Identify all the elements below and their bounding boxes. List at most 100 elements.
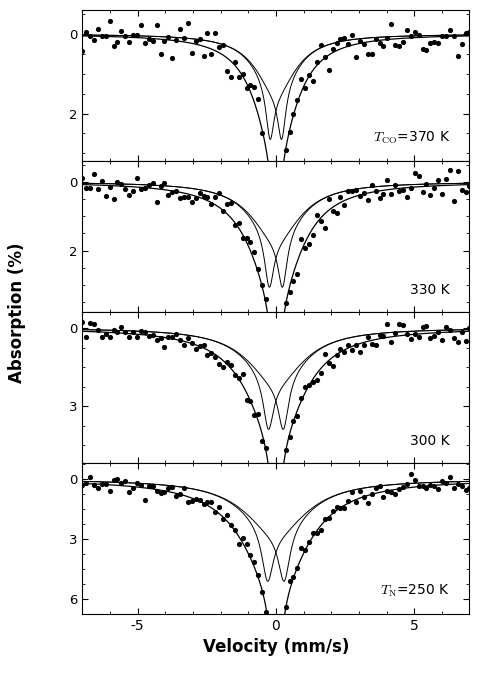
Point	[161, 486, 168, 497]
Point	[407, 469, 415, 479]
Point	[125, 331, 133, 342]
Point	[438, 475, 446, 486]
Point	[94, 24, 102, 35]
Point	[255, 570, 262, 581]
Point	[313, 528, 321, 538]
Point	[274, 677, 282, 679]
Point	[423, 45, 430, 56]
Point	[270, 360, 278, 371]
Point	[329, 206, 336, 217]
Point	[125, 36, 133, 47]
Point	[242, 83, 250, 94]
Point	[165, 189, 172, 200]
Point	[383, 175, 391, 185]
Text: Absorption (%): Absorption (%)	[8, 242, 26, 382]
Point	[403, 328, 411, 339]
Point	[309, 230, 317, 241]
Text: 300 K: 300 K	[410, 435, 450, 448]
Point	[219, 206, 227, 217]
Point	[137, 20, 145, 31]
Point	[419, 43, 426, 54]
Point	[274, 371, 282, 382]
Point	[141, 183, 149, 194]
Point	[278, 472, 286, 483]
Point	[168, 482, 176, 493]
Point	[98, 331, 106, 342]
Point	[419, 480, 426, 491]
Point	[286, 287, 293, 297]
Point	[302, 82, 309, 93]
Point	[348, 186, 356, 197]
Point	[106, 331, 114, 342]
Point	[262, 164, 270, 175]
Point	[215, 41, 223, 52]
Point	[407, 183, 415, 194]
Point	[188, 47, 196, 58]
Point	[423, 482, 430, 493]
Point	[302, 382, 309, 392]
Point	[395, 41, 403, 52]
Point	[305, 238, 313, 249]
Point	[364, 498, 372, 509]
Point	[118, 26, 125, 37]
Point	[129, 185, 137, 196]
Point	[133, 30, 141, 41]
Point	[196, 340, 203, 351]
Point	[258, 128, 266, 139]
Point	[200, 191, 208, 202]
Point	[434, 327, 442, 338]
Point	[161, 35, 168, 46]
Point	[223, 65, 231, 76]
Point	[309, 75, 317, 86]
Point	[286, 431, 293, 442]
Point	[110, 474, 118, 485]
Point	[415, 331, 423, 342]
Point	[149, 35, 156, 46]
Point	[340, 33, 348, 43]
Point	[165, 31, 172, 42]
Point	[348, 486, 356, 497]
Point	[121, 326, 129, 337]
Point	[407, 333, 415, 344]
Point	[395, 318, 403, 329]
Point	[137, 183, 145, 194]
Point	[454, 50, 462, 61]
Point	[231, 57, 239, 68]
Point	[149, 480, 156, 491]
Point	[114, 37, 121, 48]
Point	[379, 492, 387, 502]
Point	[274, 238, 282, 249]
Point	[235, 217, 242, 228]
Point	[145, 34, 152, 45]
Point	[446, 472, 454, 483]
Point	[434, 37, 442, 48]
Point	[446, 324, 454, 335]
Point	[262, 606, 270, 617]
Point	[78, 45, 86, 56]
Point	[188, 496, 196, 507]
Point	[192, 193, 199, 204]
Point	[376, 38, 383, 49]
Point	[223, 509, 231, 520]
Point	[208, 347, 215, 358]
Point	[340, 346, 348, 357]
Point	[466, 26, 473, 37]
Point	[212, 351, 219, 362]
Point	[309, 528, 317, 538]
Point	[78, 172, 86, 183]
Point	[227, 360, 235, 371]
Point	[411, 168, 419, 179]
Point	[415, 171, 423, 182]
Point	[458, 184, 466, 195]
Point	[313, 375, 321, 386]
Point	[333, 208, 340, 219]
Point	[298, 543, 305, 553]
Point	[368, 338, 376, 349]
Point	[289, 572, 297, 583]
Point	[426, 189, 434, 200]
Point	[106, 16, 114, 26]
Point	[161, 342, 168, 353]
Point	[180, 33, 188, 44]
Point	[356, 346, 364, 357]
Point	[391, 39, 399, 50]
